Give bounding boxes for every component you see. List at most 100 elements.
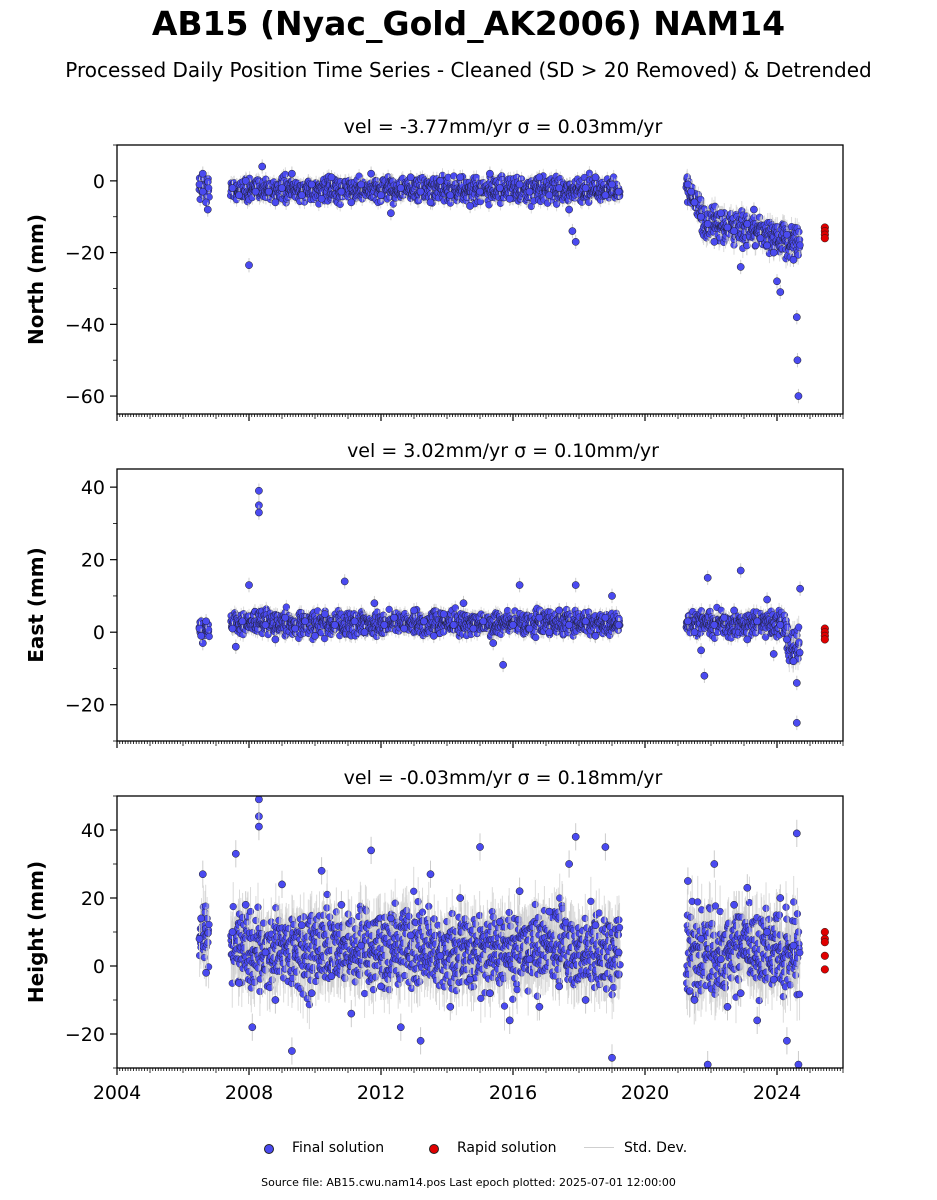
final-point bbox=[505, 194, 514, 203]
final-point bbox=[340, 577, 349, 586]
final-point bbox=[614, 621, 623, 629]
final-point bbox=[436, 177, 445, 185]
final-point bbox=[743, 220, 752, 228]
final-point bbox=[743, 635, 752, 644]
final-point bbox=[235, 979, 243, 987]
x-tick-label: 2016 bbox=[489, 1082, 537, 1104]
final-point bbox=[367, 846, 375, 855]
y-tick-label: 0 bbox=[93, 956, 105, 978]
final-point bbox=[446, 191, 455, 200]
final-point bbox=[202, 617, 210, 626]
final-point bbox=[426, 870, 435, 879]
final-point bbox=[614, 948, 623, 957]
final-point bbox=[571, 237, 580, 246]
final-point bbox=[406, 931, 415, 940]
legend-label-final: Final solution bbox=[292, 1140, 385, 1156]
final-point bbox=[763, 241, 771, 250]
final-point bbox=[614, 187, 623, 196]
final-point bbox=[750, 205, 758, 214]
final-point bbox=[241, 900, 250, 909]
final-point bbox=[690, 996, 699, 1004]
rapid-point bbox=[820, 927, 829, 937]
plot-area-2 bbox=[195, 483, 829, 731]
final-point bbox=[228, 184, 237, 192]
final-point bbox=[736, 989, 745, 998]
rapid-point bbox=[820, 938, 829, 947]
final-point bbox=[581, 184, 590, 192]
y-tick-label: −40 bbox=[65, 314, 105, 336]
final-point bbox=[255, 796, 263, 804]
final-point bbox=[608, 1053, 616, 1062]
final-point bbox=[684, 180, 692, 189]
final-point bbox=[545, 907, 554, 916]
final-point bbox=[525, 624, 534, 633]
final-point bbox=[495, 917, 504, 926]
final-point bbox=[769, 650, 778, 658]
final-point bbox=[321, 610, 329, 618]
final-point bbox=[476, 843, 484, 851]
panel-title-2: vel = 3.02mm/yr σ = 0.10mm/yr bbox=[347, 440, 659, 462]
final-point bbox=[783, 1036, 791, 1045]
final-point bbox=[796, 584, 804, 593]
final-point bbox=[261, 621, 270, 629]
final-point bbox=[271, 635, 280, 644]
x-tick-label: 2012 bbox=[357, 1082, 405, 1104]
final-point bbox=[568, 227, 577, 235]
final-point bbox=[367, 169, 375, 178]
final-point bbox=[730, 900, 738, 909]
final-point bbox=[360, 628, 369, 637]
final-point bbox=[690, 198, 699, 207]
final-point bbox=[426, 198, 435, 207]
legend-item-rapid: Rapid solution bbox=[417, 1136, 557, 1160]
final-point bbox=[792, 313, 801, 322]
y-tick-label: 40 bbox=[81, 820, 105, 842]
final-point bbox=[231, 642, 240, 651]
final-point bbox=[565, 860, 573, 868]
final-solution-marker-icon bbox=[252, 1141, 282, 1155]
final-point bbox=[350, 617, 359, 626]
final-point bbox=[608, 592, 616, 600]
panel-1: 0 −20 −40 −60 vel = -3.77mm/yr σ = 0.03mm/yr… bbox=[24, 116, 844, 421]
final-point bbox=[387, 209, 395, 217]
final-point bbox=[416, 1036, 425, 1045]
final-point bbox=[703, 1060, 712, 1068]
panel-title-3: vel = -0.03mm/yr σ = 0.18mm/yr bbox=[344, 767, 663, 789]
final-point bbox=[264, 187, 273, 196]
final-point bbox=[515, 887, 524, 896]
final-point bbox=[307, 989, 316, 998]
final-point bbox=[783, 230, 791, 239]
x-tick-label: 2020 bbox=[621, 1082, 669, 1104]
final-point bbox=[565, 621, 573, 629]
final-point bbox=[769, 248, 778, 257]
final-point bbox=[555, 982, 564, 991]
final-point bbox=[690, 628, 699, 637]
final-point bbox=[763, 928, 771, 936]
final-point bbox=[499, 660, 507, 669]
final-point bbox=[753, 1016, 762, 1025]
final-point bbox=[251, 187, 260, 196]
y-tick-label: −20 bbox=[65, 695, 105, 717]
final-point bbox=[307, 180, 316, 189]
final-point bbox=[245, 581, 253, 589]
final-point bbox=[400, 624, 408, 633]
y-tick-label: −20 bbox=[65, 1024, 105, 1046]
final-point bbox=[684, 617, 692, 626]
final-point bbox=[291, 624, 300, 633]
final-point bbox=[776, 894, 785, 902]
final-point bbox=[608, 180, 616, 189]
final-point bbox=[792, 679, 801, 687]
final-point bbox=[489, 639, 498, 647]
final-point bbox=[420, 617, 428, 626]
y-axis-label-3: Height (mm) bbox=[24, 861, 48, 1003]
final-point bbox=[449, 621, 458, 629]
final-point bbox=[459, 599, 468, 608]
final-point bbox=[198, 870, 207, 879]
final-point bbox=[255, 486, 263, 495]
final-point bbox=[730, 227, 738, 235]
final-point bbox=[198, 639, 207, 647]
legend-item-final: Final solution bbox=[252, 1136, 384, 1160]
final-point bbox=[347, 198, 356, 207]
final-point bbox=[783, 635, 791, 644]
final-point bbox=[730, 606, 738, 615]
final-point bbox=[357, 180, 366, 189]
